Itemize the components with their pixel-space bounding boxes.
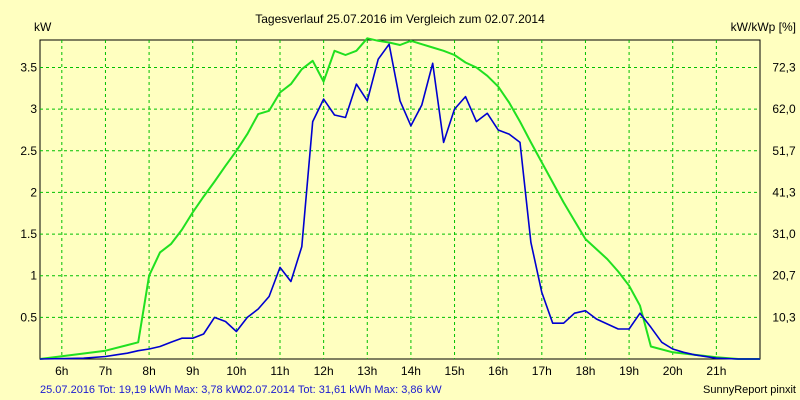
plot-area: [39, 39, 761, 360]
y-tick-label-left: 3: [30, 102, 37, 116]
x-tick-label: 16h: [488, 364, 508, 378]
y-tick-label-right: 10,3: [772, 310, 796, 324]
y-tick-label-right: 72,3: [772, 60, 796, 74]
y-axis-right-label: kW/kWp [%]: [731, 20, 796, 34]
x-tick-label: 13h: [357, 364, 377, 378]
x-tick-label: 12h: [314, 364, 334, 378]
footer-credit: SunnyReport pinxit: [703, 384, 796, 396]
series-line-2014: [39, 37, 760, 360]
y-tick-label-right: 62,0: [772, 102, 796, 116]
y-tick-label-right: 41,3: [772, 185, 796, 199]
x-tick-label: 9h: [186, 364, 199, 378]
x-tick-label: 19h: [619, 364, 639, 378]
series-lines: [39, 37, 760, 360]
y-axis-left-label: kW: [34, 20, 52, 34]
x-tick-label: 17h: [532, 364, 552, 378]
x-tick-label: 15h: [445, 364, 465, 378]
y-tick-label-left: 3.5: [20, 60, 37, 74]
x-tick-label: 7h: [99, 364, 112, 378]
legend-series-2: 02.07.2014 Tot: 31,61 kWh Max: 3,86 kW: [240, 384, 442, 396]
chart-title: Tagesverlauf 25.07.2016 im Vergleich zum…: [255, 12, 545, 26]
y-tick-label-left: 0.5: [20, 310, 37, 324]
y-tick-label-left: 2.5: [20, 144, 37, 158]
x-tick-label: 20h: [663, 364, 683, 378]
x-tick-label: 11h: [270, 364, 289, 378]
grid: [40, 40, 760, 359]
y-tick-label-right: 51,7: [772, 144, 796, 158]
legend-series-1: 25.07.2016 Tot: 19,19 kWh Max: 3,78 kW: [40, 384, 242, 396]
y-tick-label-left: 1: [30, 269, 37, 283]
axis-ticks: 6h 7h 8h 9h 10h 11h 12h 13h 14h 15h 16h 17h 18h 19h 20…: [20, 60, 796, 378]
y-tick-label-right: 31,0: [772, 227, 796, 241]
x-tick-label: 10h: [226, 364, 246, 378]
y-tick-label-left: 2: [30, 185, 37, 199]
y-tick-label-right: 20,7: [772, 269, 796, 283]
x-tick-label: 8h: [142, 364, 155, 378]
x-tick-label: 21h: [706, 364, 726, 378]
x-tick-label: 6h: [55, 364, 68, 378]
x-tick-label: 18h: [575, 364, 595, 378]
x-tick-label: 14h: [401, 364, 421, 378]
series-line-2016: [39, 43, 760, 360]
y-tick-label-left: 1.5: [20, 227, 37, 241]
